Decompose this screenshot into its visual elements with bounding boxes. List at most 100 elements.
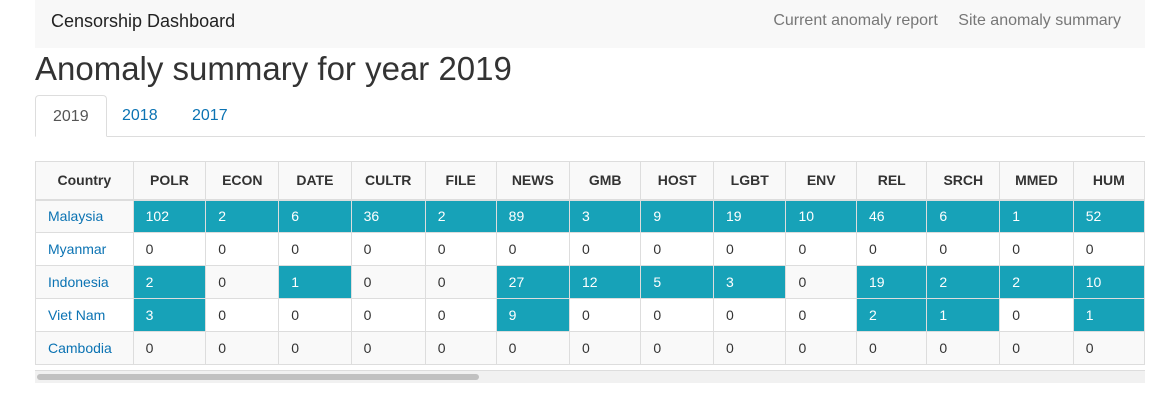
anomaly-count-cell: 0 [132, 331, 207, 365]
anomaly-table: Country POLR ECON DATE CULTR FILE NEWS GMB HOST L… [35, 161, 1145, 365]
anomaly-count-cell: 0 [205, 232, 280, 266]
anomaly-count-cell: 6 [278, 199, 352, 233]
country-link[interactable]: Viet Nam [48, 307, 106, 323]
country-cell: Viet Nam [35, 298, 134, 332]
table-row: Viet Nam 3 0 0 0 0 9 0 0 0 0 2 1 0 1 [35, 298, 1145, 332]
anomaly-count-cell: 0 [640, 298, 714, 332]
country-link[interactable]: Cambodia [48, 340, 112, 356]
tab-2018[interactable]: 2018 [122, 107, 158, 124]
country-link[interactable]: Myanmar [48, 241, 107, 257]
anomaly-count-cell: 0 [350, 331, 426, 365]
column-header-polr: POLR [132, 161, 207, 201]
anomaly-count-cell: 36 [350, 199, 426, 233]
anomaly-count-cell: 0 [640, 331, 714, 365]
column-header-econ: ECON [205, 161, 280, 201]
page-title: Anomaly summary for year 2019 [35, 50, 512, 87]
anomaly-count-cell: 0 [712, 232, 787, 266]
anomaly-count-cell: 0 [999, 232, 1074, 266]
anomaly-count-cell: 12 [568, 265, 642, 299]
anomaly-count-cell: 0 [856, 331, 928, 365]
nav-current-anomaly-report[interactable]: Current anomaly report [773, 12, 938, 29]
column-header-host: HOST [640, 161, 714, 201]
anomaly-count-cell: 10 [785, 199, 858, 233]
anomaly-count-cell: 9 [495, 298, 570, 332]
navbar: Censorship Dashboard Current anomaly rep… [35, 0, 1145, 48]
column-header-rel: REL [856, 161, 928, 201]
anomaly-count-cell: 0 [640, 232, 714, 266]
anomaly-count-cell: 2 [205, 199, 280, 233]
anomaly-count-cell: 2 [926, 265, 1001, 299]
anomaly-count-cell: 0 [999, 331, 1074, 365]
anomaly-count-cell: 0 [926, 232, 1001, 266]
anomaly-count-cell: 52 [1072, 199, 1145, 233]
anomaly-count-cell: 10 [1072, 265, 1145, 299]
column-header-gmb: GMB [568, 161, 642, 201]
country-cell: Indonesia [35, 265, 134, 299]
anomaly-count-cell: 0 [132, 232, 207, 266]
anomaly-count-cell: 0 [495, 331, 570, 365]
country-link[interactable]: Indonesia [48, 274, 109, 290]
anomaly-count-cell: 0 [785, 232, 858, 266]
table-body: Malaysia 102 2 6 36 2 89 3 9 19 10 46 6 1 52 Myanmar 0 0 0… [35, 199, 1145, 365]
table-row: Cambodia 0 0 0 0 0 0 0 0 0 0 0 0 0 0 [35, 331, 1145, 365]
anomaly-count-cell: 0 [424, 232, 497, 266]
anomaly-count-cell: 9 [640, 199, 714, 233]
anomaly-count-cell: 2 [132, 265, 207, 299]
column-header-news: NEWS [495, 161, 570, 201]
tab-2019[interactable]: 2019 [35, 95, 107, 137]
anomaly-count-cell: 2 [999, 265, 1074, 299]
anomaly-count-cell: 0 [856, 232, 928, 266]
table-header-row: Country POLR ECON DATE CULTR FILE NEWS GMB HOST L… [35, 161, 1145, 201]
nav-site-anomaly-summary[interactable]: Site anomaly summary [958, 12, 1121, 29]
anomaly-count-cell: 46 [856, 199, 928, 233]
anomaly-count-cell: 0 [205, 265, 280, 299]
anomaly-count-cell: 0 [205, 298, 280, 332]
year-tabs: 2019 2018 2017 [35, 95, 1145, 137]
country-link[interactable]: Malaysia [48, 208, 104, 225]
column-header-file: FILE [424, 161, 497, 201]
anomaly-count-cell: 0 [568, 232, 642, 266]
brand-link[interactable]: Censorship Dashboard [51, 11, 236, 31]
country-cell: Cambodia [35, 331, 134, 365]
horizontal-scrollbar[interactable] [35, 370, 1145, 383]
anomaly-count-cell: 27 [495, 265, 570, 299]
scrollbar-thumb[interactable] [37, 374, 479, 380]
anomaly-count-cell: 2 [424, 199, 497, 233]
anomaly-count-cell: 0 [278, 331, 352, 365]
table-row: Indonesia 2 0 1 0 0 27 12 5 3 0 19 2 2 10 [35, 265, 1145, 299]
nav-links: Current anomaly report Site anomaly summ… [757, 12, 1121, 30]
column-header-hum: HUM [1072, 161, 1145, 201]
anomaly-count-cell: 3 [132, 298, 207, 332]
anomaly-count-cell: 0 [1072, 331, 1145, 365]
tab-2017[interactable]: 2017 [192, 107, 228, 124]
anomaly-count-cell: 0 [350, 298, 426, 332]
anomaly-count-cell: 0 [350, 232, 426, 266]
anomaly-count-cell: 0 [1072, 232, 1145, 266]
anomaly-count-cell: 0 [278, 298, 352, 332]
country-cell: Malaysia [35, 199, 134, 233]
anomaly-count-cell: 0 [926, 331, 1001, 365]
anomaly-count-cell: 3 [712, 265, 787, 299]
column-header-country: Country [35, 161, 134, 201]
anomaly-count-cell: 0 [712, 298, 787, 332]
anomaly-count-cell: 0 [424, 265, 497, 299]
anomaly-count-cell: 0 [350, 265, 426, 299]
column-header-srch: SRCH [926, 161, 1001, 201]
column-header-lgbt: LGBT [712, 161, 787, 201]
anomaly-count-cell: 0 [568, 298, 642, 332]
anomaly-count-cell: 0 [785, 298, 858, 332]
anomaly-count-cell: 102 [132, 199, 207, 233]
anomaly-table-container[interactable]: Country POLR ECON DATE CULTR FILE NEWS GMB HOST L… [35, 161, 1145, 382]
anomaly-count-cell: 89 [495, 199, 570, 233]
column-header-cultr: CULTR [350, 161, 426, 201]
anomaly-count-cell: 0 [568, 331, 642, 365]
anomaly-count-cell: 0 [999, 298, 1074, 332]
anomaly-count-cell: 0 [495, 232, 570, 266]
anomaly-count-cell: 19 [856, 265, 928, 299]
column-header-mmed: MMED [999, 161, 1074, 201]
anomaly-count-cell: 1 [926, 298, 1001, 332]
anomaly-count-cell: 19 [712, 199, 787, 233]
anomaly-count-cell: 0 [424, 331, 497, 365]
anomaly-count-cell: 2 [856, 298, 928, 332]
table-row: Myanmar 0 0 0 0 0 0 0 0 0 0 0 0 0 0 [35, 232, 1145, 266]
